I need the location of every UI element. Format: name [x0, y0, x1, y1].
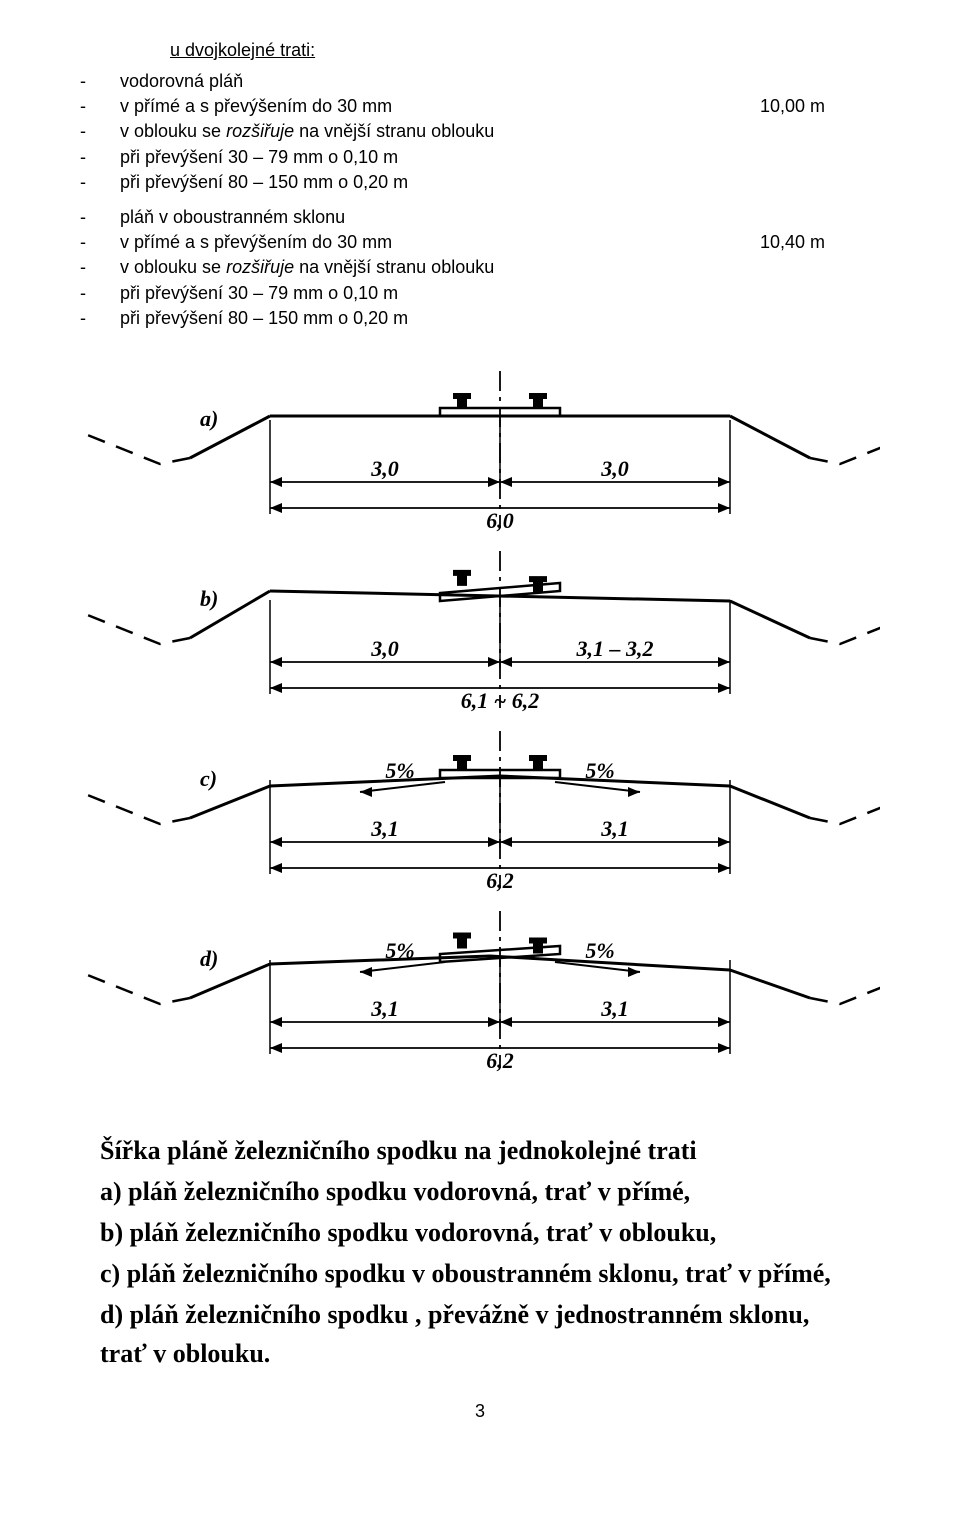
bullet-dash: -	[80, 306, 120, 331]
bullet-dash: -	[80, 205, 120, 230]
bullet-text: v přímé a s převýšením do 30 mm	[120, 94, 760, 119]
svg-text:3,1: 3,1	[370, 996, 399, 1021]
bullet-item: - při převýšení 30 – 79 mm o 0,10 m	[80, 145, 880, 170]
diagrams-figure: 3,0 3,0 6,0 a) 3,0 3,1 – 3,2 6,1 ~ 6,2 b) 5% 5% 3,…	[80, 361, 880, 1101]
bullet-value: 10,00 m	[760, 94, 880, 119]
svg-text:5%: 5%	[385, 938, 414, 963]
bullet-dash: -	[80, 119, 120, 144]
svg-text:5%: 5%	[385, 758, 414, 783]
bullet-dash: -	[80, 230, 120, 255]
bullet-item: - v oblouku se rozšiřuje na vnější stran…	[80, 255, 880, 280]
bullet-text-it: rozšiřuje	[226, 121, 294, 141]
bullet-text-post: na vnější stranu oblouku	[294, 257, 494, 277]
svg-text:b): b)	[200, 586, 218, 611]
bullet-text: vodorovná pláň	[120, 69, 760, 94]
svg-text:6,0: 6,0	[486, 508, 514, 533]
bullet-text: pláň v oboustranném sklonu	[120, 205, 760, 230]
page-number: 3	[80, 1401, 880, 1422]
bullet-item: - v přímé a s převýšením do 30 mm 10,00 …	[80, 94, 880, 119]
svg-text:6,1 ~ 6,2: 6,1 ~ 6,2	[461, 688, 540, 713]
bullet-item: - pláň v oboustranném sklonu	[80, 205, 880, 230]
svg-text:3,1: 3,1	[600, 816, 629, 841]
svg-text:3,1: 3,1	[370, 816, 399, 841]
caption-line: d) pláň železničního spodku , převážně v…	[100, 1295, 860, 1373]
section-title: u dvojkolejné trati:	[170, 40, 880, 61]
bullet-item: - vodorovná pláň	[80, 69, 880, 94]
svg-text:3,1 – 3,2: 3,1 – 3,2	[576, 636, 654, 661]
bullet-text-pre: v oblouku se	[120, 257, 226, 277]
bullet-item: - při převýšení 80 – 150 mm o 0,20 m	[80, 170, 880, 195]
bullet-item: - při převýšení 30 – 79 mm o 0,10 m	[80, 281, 880, 306]
bullet-dash: -	[80, 281, 120, 306]
bullet-text: v oblouku se rozšiřuje na vnější stranu …	[120, 255, 760, 280]
bullet-text: v přímé a s převýšením do 30 mm	[120, 230, 760, 255]
svg-text:3,0: 3,0	[370, 456, 399, 481]
svg-text:5%: 5%	[585, 758, 614, 783]
bullet-text-pre: v oblouku se	[120, 121, 226, 141]
svg-text:6,2: 6,2	[486, 1048, 514, 1073]
cross-section-diagrams: 3,0 3,0 6,0 a) 3,0 3,1 – 3,2 6,1 ~ 6,2 b) 5% 5% 3,…	[80, 361, 880, 1101]
bullet-text-post: na vnější stranu oblouku	[294, 121, 494, 141]
caption-line: b) pláň železničního spodku vodorovná, t…	[100, 1213, 860, 1252]
bullet-block-2: - pláň v oboustranném sklonu - v přímé a…	[80, 205, 880, 331]
caption-line: c) pláň železničního spodku v oboustrann…	[100, 1254, 860, 1293]
svg-text:3,1: 3,1	[600, 996, 629, 1021]
bullet-text: při převýšení 30 – 79 mm o 0,10 m	[120, 145, 760, 170]
bullet-value: 10,40 m	[760, 230, 880, 255]
svg-text:d): d)	[200, 946, 218, 971]
svg-text:a): a)	[200, 406, 218, 431]
bullet-dash: -	[80, 170, 120, 195]
bullet-text: při převýšení 30 – 79 mm o 0,10 m	[120, 281, 760, 306]
caption-line: a) pláň železničního spodku vodorovná, t…	[100, 1172, 860, 1211]
figure-caption: Šířka pláně železničního spodku na jedno…	[80, 1131, 880, 1373]
bullet-block-1: - vodorovná pláň - v přímé a s převýšení…	[80, 69, 880, 195]
bullet-item: - v oblouku se rozšiřuje na vnější stran…	[80, 119, 880, 144]
bullet-text-it: rozšiřuje	[226, 257, 294, 277]
caption-line: Šířka pláně železničního spodku na jedno…	[100, 1131, 860, 1170]
svg-text:5%: 5%	[585, 938, 614, 963]
svg-text:c): c)	[200, 766, 217, 791]
bullet-dash: -	[80, 145, 120, 170]
bullet-text: při převýšení 80 – 150 mm o 0,20 m	[120, 306, 760, 331]
bullet-dash: -	[80, 69, 120, 94]
bullet-text: v oblouku se rozšiřuje na vnější stranu …	[120, 119, 760, 144]
bullet-dash: -	[80, 255, 120, 280]
svg-text:3,0: 3,0	[600, 456, 629, 481]
svg-text:3,0: 3,0	[370, 636, 399, 661]
svg-text:6,2: 6,2	[486, 868, 514, 893]
bullet-dash: -	[80, 94, 120, 119]
bullet-text: při převýšení 80 – 150 mm o 0,20 m	[120, 170, 760, 195]
bullet-item: - při převýšení 80 – 150 mm o 0,20 m	[80, 306, 880, 331]
bullet-item: - v přímé a s převýšením do 30 mm 10,40 …	[80, 230, 880, 255]
